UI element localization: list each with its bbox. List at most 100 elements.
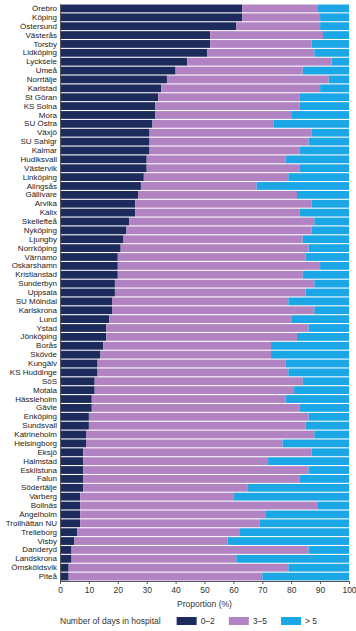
- x-tick: 70: [258, 581, 268, 595]
- y-tick: Danderyd: [22, 545, 57, 554]
- bar-segment: [60, 493, 80, 501]
- bar-segment: [100, 351, 271, 359]
- y-tick-label: Kristianstad: [15, 270, 57, 279]
- bar-segment: [83, 457, 268, 465]
- x-tick-label: 50: [200, 585, 210, 595]
- y-tick-label: Landskrona: [15, 554, 57, 563]
- bar-segment: [60, 31, 210, 39]
- bar-segment: [86, 440, 283, 448]
- bar-segment: [60, 235, 124, 243]
- y-tick-label: Hässleholm: [15, 395, 57, 404]
- bar-segment: [60, 457, 83, 465]
- bar-segment: [242, 13, 320, 21]
- bar-segment: [60, 138, 150, 146]
- bar-segment: [320, 262, 349, 270]
- y-tick-label: Karlstad: [28, 84, 57, 93]
- y-tick: Ängelholm: [19, 510, 57, 519]
- bar-segment: [314, 431, 349, 439]
- y-tick: Växjö: [37, 128, 58, 137]
- y-tick: Lidköping: [23, 48, 57, 57]
- x-tick-label: 10: [85, 585, 95, 595]
- y-tick-label: Halmstad: [23, 457, 57, 466]
- y-tick: SöS: [42, 377, 57, 386]
- bar-segment: [135, 209, 300, 217]
- bar-segment: [285, 395, 349, 403]
- y-tick: Eksjö: [37, 448, 57, 457]
- bar-segment: [60, 537, 74, 545]
- bar-segment: [95, 386, 294, 394]
- bar-segment: [147, 164, 300, 172]
- bar-segment: [60, 546, 72, 554]
- x-axis-line: [61, 582, 350, 585]
- y-tick: Arvika: [35, 199, 58, 208]
- bar-segment: [69, 573, 263, 581]
- bar-segment: [60, 182, 141, 190]
- y-tick: Hässleholm: [15, 395, 57, 404]
- y-tick: SU Sahlgr: [21, 137, 58, 146]
- bar-segment: [60, 422, 89, 430]
- bar-segment: [233, 493, 349, 501]
- bar-segment: [309, 466, 349, 474]
- bar-segment: [60, 413, 89, 421]
- legend-swatch: [281, 617, 301, 625]
- bar-segment: [60, 209, 135, 217]
- bar-segment: [60, 84, 161, 92]
- y-tick: Trelleborg: [21, 528, 57, 537]
- bar-segment: [60, 368, 98, 376]
- y-tick-label: Trollhättan NU: [6, 519, 58, 528]
- y-tick: Landskrona: [15, 554, 57, 563]
- bar-segment: [60, 244, 121, 252]
- bar-segment: [288, 173, 349, 181]
- bar-segment: [262, 573, 349, 581]
- x-tick: 0: [58, 581, 63, 595]
- bar-segment: [297, 333, 349, 341]
- bar-segment: [150, 147, 300, 155]
- y-axis: ÖrebroKöpingÖstersundVästeråsTorsbyLidkö…: [6, 4, 61, 582]
- bar-segment: [60, 129, 150, 137]
- bar-segment: [314, 280, 349, 288]
- bar-segment: [236, 22, 320, 30]
- bar-segment: [60, 271, 118, 279]
- bar-segment: [60, 315, 109, 323]
- y-tick: Hudiksvall: [21, 155, 58, 164]
- y-tick-label: Karlskrona: [19, 306, 58, 315]
- bar-segment: [60, 111, 155, 119]
- y-tick: Oskarshamn: [12, 261, 57, 270]
- bar-segment: [60, 200, 135, 208]
- bar-segment: [60, 13, 242, 21]
- bar-segment: [60, 49, 207, 57]
- bar-segment: [98, 368, 289, 376]
- x-tick: 40: [171, 581, 181, 595]
- x-tick-mark: [233, 581, 234, 584]
- bar-segment: [155, 102, 300, 110]
- bar-segment: [288, 564, 349, 572]
- y-tick-label: Lycksele: [26, 57, 57, 66]
- bar-segment: [268, 457, 349, 465]
- bar-segment: [118, 262, 320, 270]
- bar-segment: [60, 377, 95, 385]
- bar-segment: [60, 58, 187, 66]
- bar-segment: [311, 129, 349, 137]
- y-tick: Motala: [33, 386, 58, 395]
- legend-swatch: [229, 617, 249, 625]
- y-tick: Kristianstad: [15, 270, 57, 279]
- y-tick: Alingsås: [27, 182, 57, 191]
- y-tick: Gävle: [36, 403, 57, 412]
- y-tick-label: Uppsala: [28, 288, 58, 297]
- bar-segment: [332, 58, 349, 66]
- bar-segment: [265, 511, 349, 519]
- y-tick: SU Mölndal: [16, 297, 58, 306]
- y-tick-label: Sundsvall: [22, 421, 57, 430]
- bar-segment: [60, 555, 72, 563]
- x-tick-mark: [320, 581, 321, 584]
- bar-segment: [317, 502, 349, 510]
- y-tick-label: Eskilstuna: [21, 466, 58, 475]
- y-tick: Lund: [39, 315, 57, 324]
- x-tick-label: 100: [342, 585, 356, 595]
- x-tick: 30: [142, 581, 152, 595]
- bar-segment: [60, 262, 118, 270]
- x-tick-mark: [205, 581, 206, 584]
- bar-segment: [60, 475, 83, 483]
- bars: [60, 5, 349, 581]
- y-tick: Uppsala: [28, 288, 58, 297]
